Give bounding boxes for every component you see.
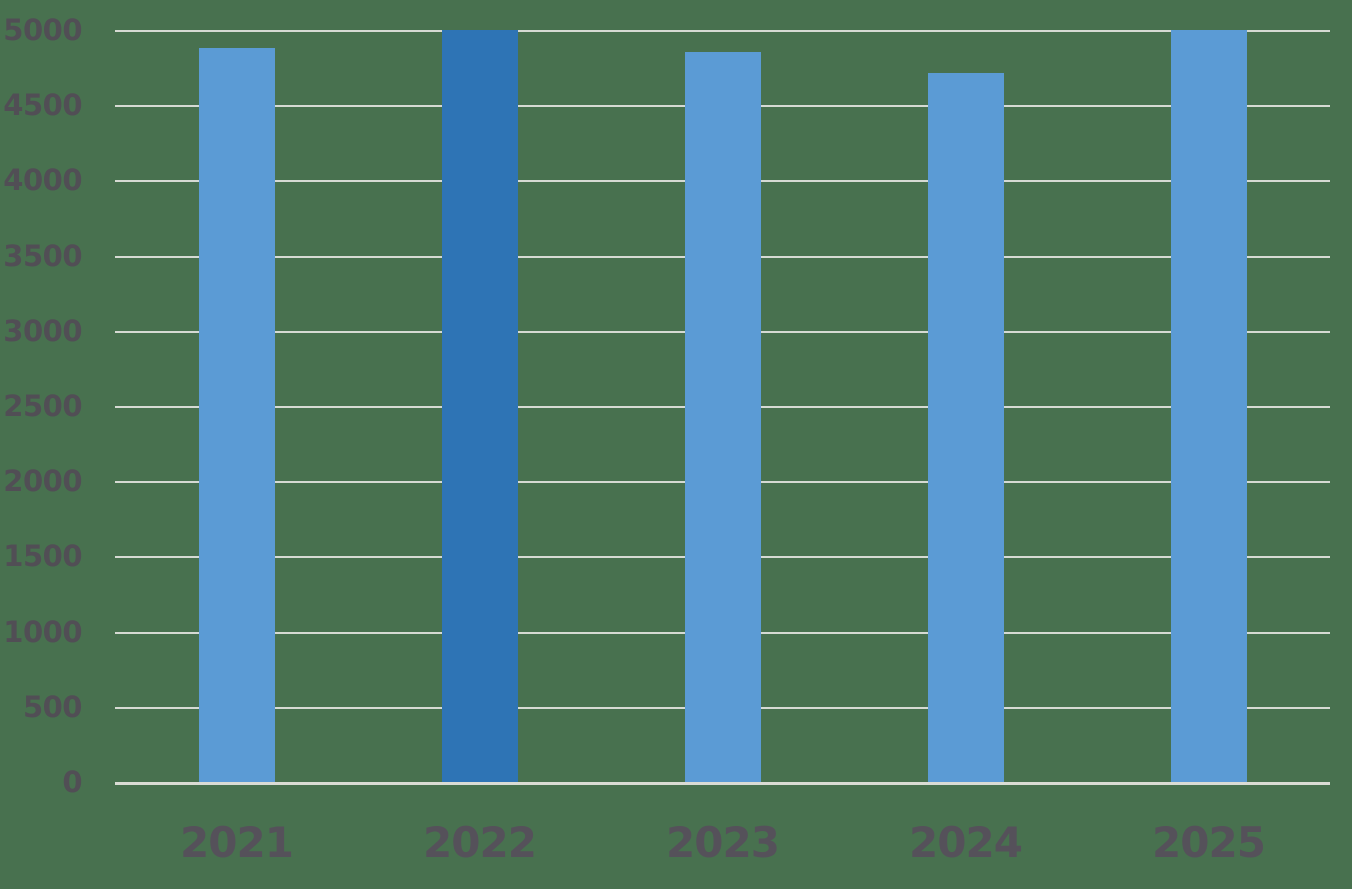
bar-2023 [684, 51, 761, 782]
bar-2022 [441, 30, 518, 782]
y-tick-label-2000: 2000 [3, 464, 82, 499]
y-tick-label-3000: 3000 [3, 313, 82, 348]
y-tick-label-5000: 5000 [3, 13, 82, 47]
y-tick-label-0: 0 [62, 765, 82, 799]
x-axis-line [115, 782, 1330, 785]
x-tick-label-2023: 2023 [666, 818, 780, 867]
x-tick-label-2024: 2024 [909, 818, 1023, 867]
y-tick-label-4000: 4000 [3, 163, 82, 198]
y-tick-label-4500: 4500 [3, 88, 82, 123]
y-tick-label-1500: 1500 [3, 539, 82, 574]
bar-2024 [927, 72, 1004, 782]
x-tick-label-2025: 2025 [1152, 818, 1266, 867]
y-gridline-5000 [115, 30, 1330, 32]
y-tick-label-2500: 2500 [3, 389, 82, 423]
x-tick-label-2022: 2022 [423, 818, 537, 867]
bar-2025 [1170, 30, 1247, 782]
x-tick-label-2021: 2021 [180, 818, 294, 867]
y-tick-label-1000: 1000 [3, 614, 82, 649]
y-tick-label-3500: 3500 [3, 238, 82, 273]
y-tick-label-500: 500 [22, 689, 83, 724]
bar-2021 [198, 48, 275, 782]
